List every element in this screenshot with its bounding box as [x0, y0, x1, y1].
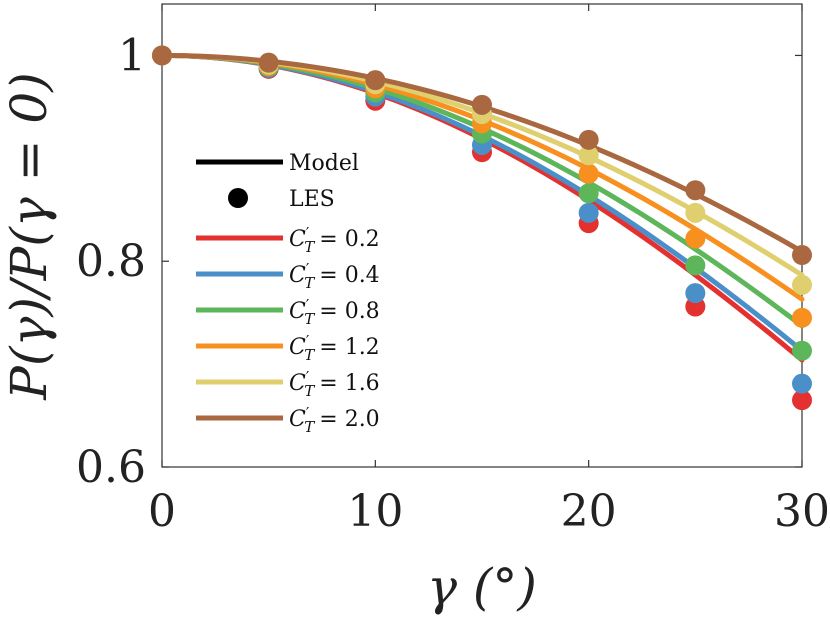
x-tick-label: 0	[148, 486, 176, 537]
legend-les-marker	[228, 188, 248, 208]
les-points	[152, 45, 812, 411]
les-point-series-4	[792, 307, 812, 328]
legend-model-label: Model	[289, 151, 359, 176]
les-point-series-3	[685, 255, 706, 276]
y-tick-label: 1	[118, 30, 146, 81]
les-point-series-1	[792, 390, 812, 411]
les-point-series-2	[685, 283, 706, 304]
legend-label-series-5: C′ T = 1.6	[289, 368, 380, 400]
legend-les-label: LES	[289, 187, 335, 212]
legend-label-series-2: C′ T = 0.4	[289, 260, 380, 292]
les-point-series-2	[578, 202, 599, 223]
y-tick-label: 0.6	[76, 442, 146, 493]
les-point-series-6	[685, 180, 706, 201]
plot-frame	[161, 3, 803, 468]
les-point-series-5	[792, 274, 812, 295]
legend-label-series-6: C′ T = 2.0	[289, 404, 380, 436]
les-point-series-4	[685, 228, 706, 249]
les-point-series-3	[792, 340, 812, 361]
les-point-series-6	[365, 70, 386, 91]
x-tick-label: 20	[561, 486, 617, 537]
model-line-series-5	[159, 52, 805, 278]
les-point-series-4	[578, 163, 599, 184]
x-tick-label: 10	[347, 486, 403, 537]
legend-series-entries: C′ T = 0.2 C′ T = 0.4 C′ T = 0.8 C′ T = 1.2 C′ T = 1.6…	[196, 224, 380, 436]
legend-label-series-4: C′ T = 1.2	[289, 332, 380, 364]
model-line-series-4	[159, 52, 805, 302]
les-point-series-6	[152, 45, 172, 66]
tick-labels: 0 10 20 30 0.6 0.8 1	[76, 30, 830, 537]
legend: Model LES C′ T = 0.2 C′ T = 0.4 C′ T = 0.8 C′ T = 1…	[196, 151, 380, 436]
les-point-series-5	[578, 145, 599, 166]
legend-label-series-3: C′ T = 0.8	[289, 296, 380, 328]
les-point-series-6	[578, 129, 599, 150]
x-axis-label: γ (°)	[427, 558, 537, 616]
les-point-series-5	[685, 202, 706, 223]
les-point-series-6	[472, 94, 492, 115]
legend-label-series-1: C′ T = 0.2	[289, 224, 380, 256]
y-tick-label: 0.8	[76, 236, 146, 287]
les-point-series-6	[792, 245, 812, 266]
les-point-series-6	[258, 52, 279, 73]
y-axis-label: P(γ)/P(γ = 0)	[0, 72, 58, 400]
les-point-series-3	[578, 183, 599, 204]
x-tick-label: 30	[774, 486, 830, 537]
les-point-series-2	[792, 373, 812, 394]
